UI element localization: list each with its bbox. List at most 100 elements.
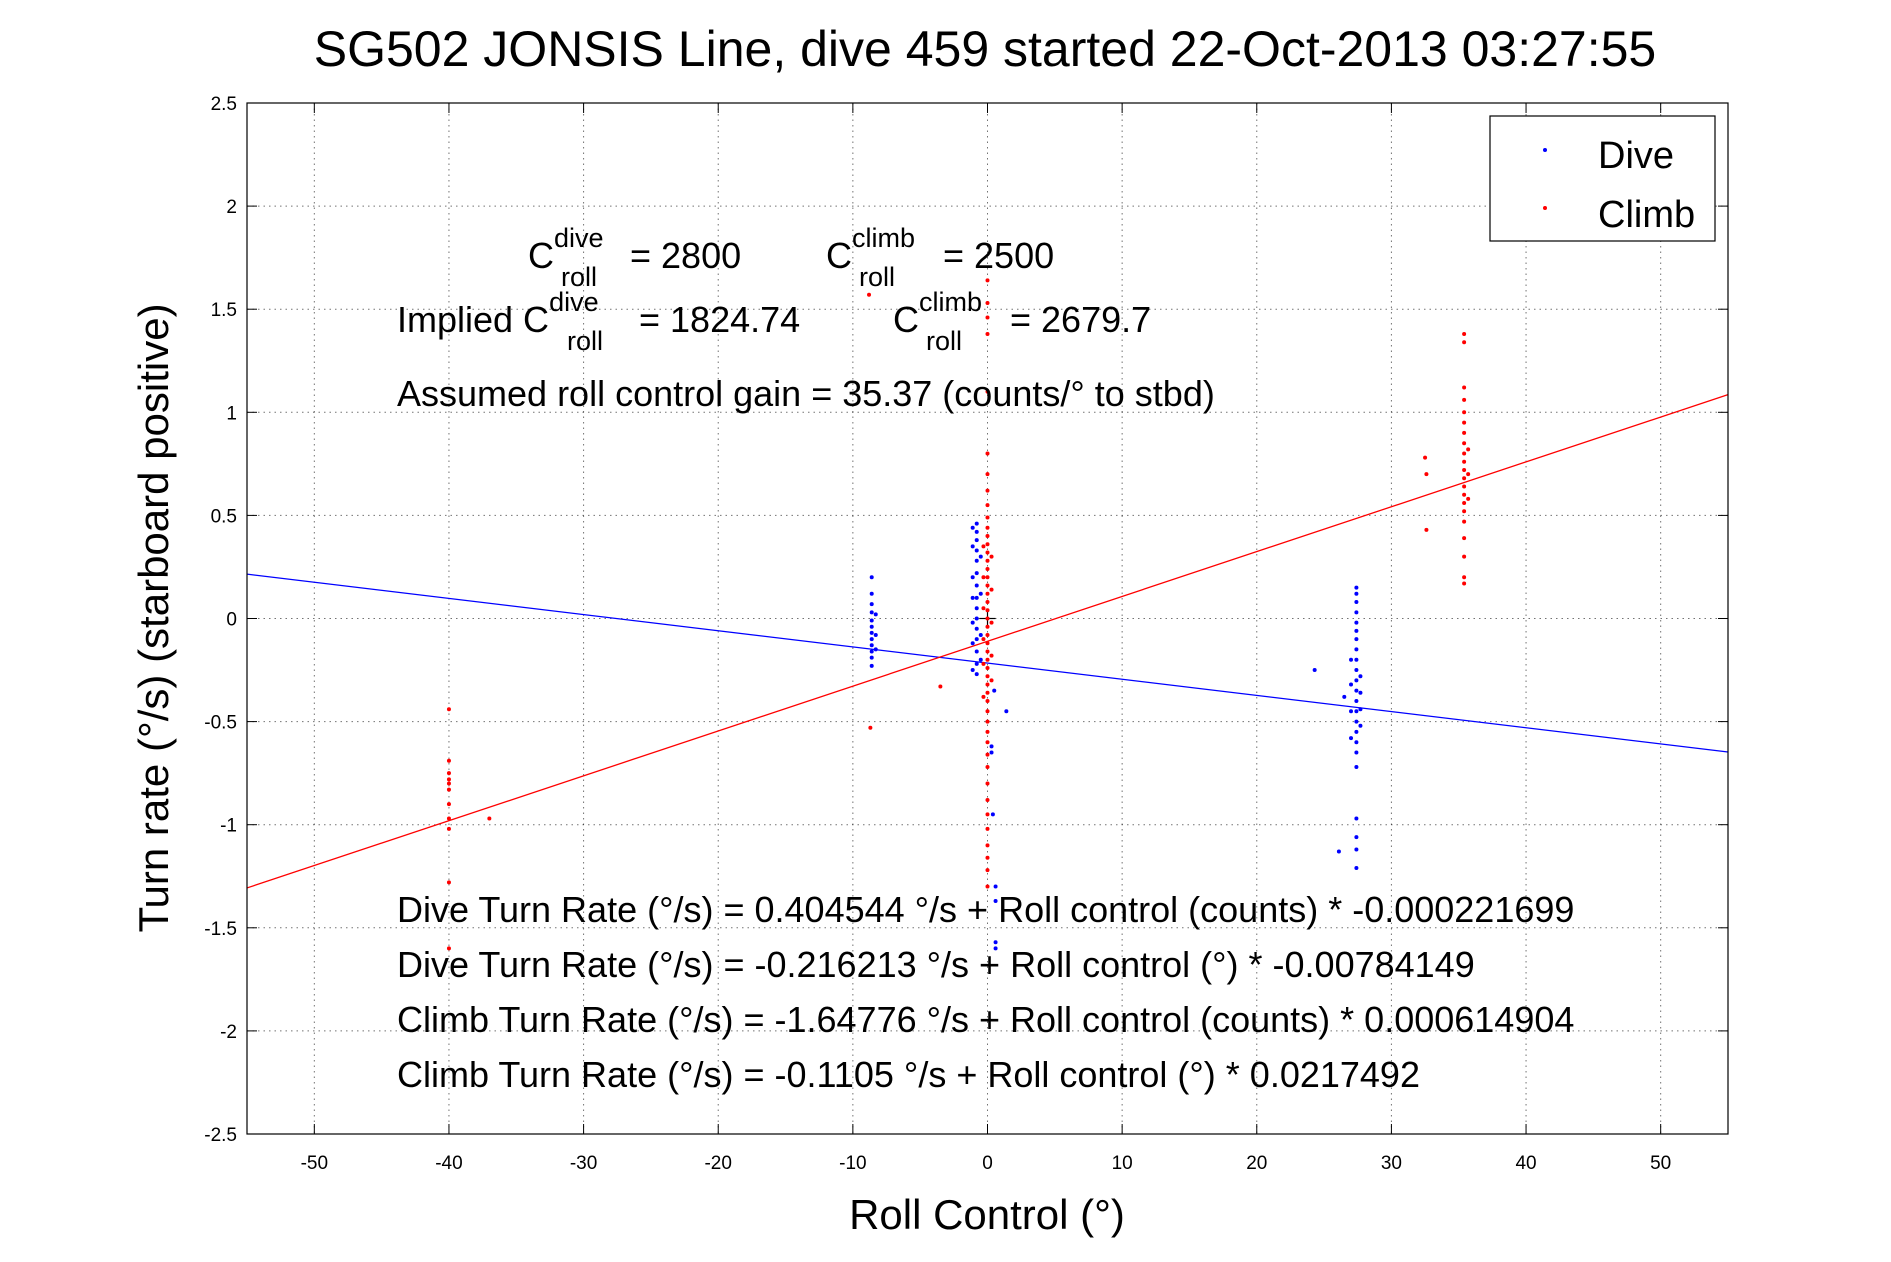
dive-point — [869, 624, 874, 629]
climb-point — [985, 657, 990, 662]
dive-point — [974, 672, 979, 677]
legend-marker-climb — [1543, 206, 1547, 210]
climb-point — [985, 781, 990, 786]
climb-point — [938, 684, 943, 689]
dive-point — [993, 898, 998, 903]
dive-point — [873, 612, 878, 617]
dive-point — [1354, 668, 1359, 673]
climb-point — [1462, 519, 1467, 524]
dive-point — [970, 525, 975, 530]
dive-point — [974, 558, 979, 563]
y-tick-label: 1 — [226, 403, 237, 424]
climb-point — [1462, 441, 1467, 446]
dive-point — [993, 946, 998, 951]
y-tick-label: -2 — [220, 1022, 237, 1043]
dive-point — [1354, 709, 1359, 714]
climb-point — [446, 781, 451, 786]
climb-point — [1462, 575, 1467, 580]
dive-point — [970, 668, 975, 673]
dive-point — [1342, 694, 1347, 699]
gain-annotation: Assumed roll control gain = 35.37 (count… — [397, 373, 1215, 414]
y-tick-label: 2.5 — [211, 94, 237, 115]
grid — [247, 102, 1728, 1135]
dive-point — [869, 663, 874, 668]
climb-point — [985, 542, 990, 547]
climb-point — [989, 653, 994, 658]
dive-point — [1354, 816, 1359, 821]
dive-point — [869, 602, 874, 607]
climb-point — [1466, 447, 1471, 452]
climb-point — [1462, 581, 1467, 586]
dive-point — [869, 655, 874, 660]
y-tick-label: 2 — [226, 197, 237, 218]
dive-point — [869, 610, 874, 615]
climb-point — [446, 787, 451, 792]
dive-point — [974, 606, 979, 611]
x-tick-label: -40 — [435, 1153, 462, 1174]
climb-point — [985, 451, 990, 456]
climb-point — [985, 649, 990, 654]
y-tick-label: -2.5 — [204, 1125, 237, 1146]
dive-point — [1349, 736, 1354, 741]
climb-point — [1462, 492, 1467, 497]
climb-point — [1462, 476, 1467, 481]
climb-point — [989, 587, 994, 592]
c-roll-annotations: Cdive roll= 2800 Cclimb roll= 2500 Implied… — [397, 223, 1215, 414]
dive-point — [974, 529, 979, 534]
climb-point — [985, 591, 990, 596]
x-tick-label: 40 — [1515, 1153, 1536, 1174]
dive-point — [970, 641, 975, 646]
climb-point — [985, 608, 990, 613]
dive-point — [869, 649, 874, 654]
climb-point — [981, 575, 986, 580]
dive-point — [989, 744, 994, 749]
climb-point — [446, 707, 451, 712]
dive-point — [869, 630, 874, 635]
climb-point — [1462, 484, 1467, 489]
climb-point — [446, 771, 451, 776]
climb-point — [985, 826, 990, 831]
climb-point — [446, 826, 451, 831]
dive-point — [1336, 849, 1341, 854]
climb-point — [985, 600, 990, 605]
climb-point — [1424, 527, 1429, 532]
dive-point — [1354, 847, 1359, 852]
x-tick-label: 50 — [1650, 1153, 1671, 1174]
climb-point — [985, 488, 990, 493]
x-tick-label: 0 — [982, 1153, 993, 1174]
climb-point — [985, 315, 990, 320]
c-roll-climb: Cclimb roll= 2500 — [826, 223, 1054, 292]
dive-point — [1354, 729, 1359, 734]
y-tick-label: 0 — [226, 610, 237, 631]
climb-point — [985, 632, 990, 637]
dive-point — [974, 521, 979, 526]
climb-point — [1462, 468, 1467, 473]
climb-point — [1462, 331, 1467, 336]
climb-point — [981, 606, 986, 611]
c-roll-dive: Cdive roll= 2800 — [528, 223, 741, 292]
climb-point — [1462, 420, 1467, 425]
climb-point — [1462, 397, 1467, 402]
y-tick-label: -1 — [220, 816, 237, 837]
dive-point — [1354, 698, 1359, 703]
climb-point — [985, 624, 990, 629]
dive-point — [974, 583, 979, 588]
dive-point — [1349, 709, 1354, 714]
dive-point — [1354, 647, 1359, 652]
dive-point — [989, 750, 994, 755]
climb-point — [985, 575, 990, 580]
climb-point — [985, 674, 990, 679]
dive-point — [990, 812, 995, 817]
climb-point — [985, 616, 990, 621]
dive-point — [1354, 764, 1359, 769]
x-tick-label: -30 — [570, 1153, 597, 1174]
dive-point — [970, 575, 975, 580]
dive-point — [978, 657, 983, 662]
dive-point — [1354, 866, 1359, 871]
climb-point — [985, 583, 990, 588]
x-tick-label: 20 — [1246, 1153, 1267, 1174]
dive-point — [1354, 600, 1359, 605]
x-axis-label: Roll Control (°) — [849, 1191, 1125, 1238]
dive-point — [869, 637, 874, 642]
